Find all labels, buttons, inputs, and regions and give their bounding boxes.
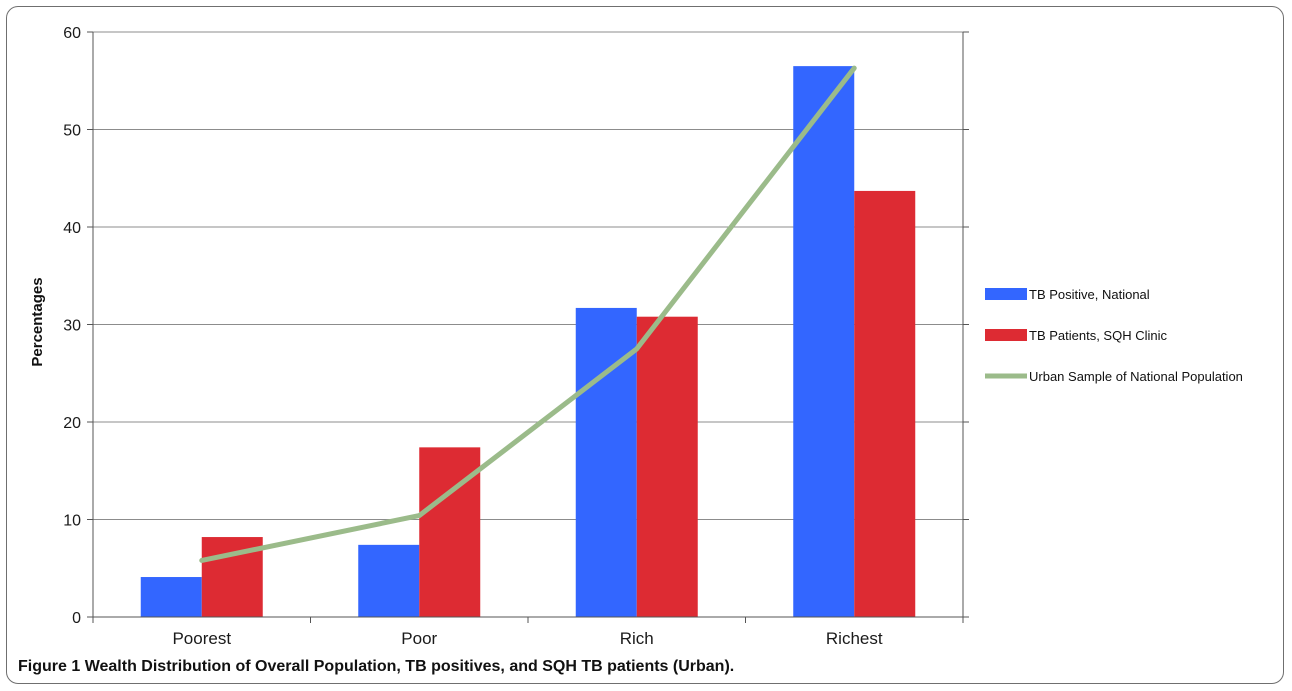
y-tick-label: 40	[63, 220, 81, 237]
bar-richest-tb-patients	[854, 190, 916, 618]
legend-label: TB Positive, National	[1029, 287, 1150, 302]
y-axis-title: Percentages	[29, 277, 46, 366]
x-tick-label: Poorest	[172, 629, 231, 648]
legend-swatch	[985, 288, 1027, 300]
line-urban-sample	[199, 65, 857, 563]
legend-swatch	[985, 329, 1027, 341]
y-tick-label: 10	[63, 513, 81, 530]
figure-label: Figure 1	[18, 658, 81, 675]
axes	[87, 31, 969, 623]
y-tick-label: 0	[72, 610, 81, 627]
figure-caption-text: Wealth Distribution of Overall Populatio…	[84, 658, 735, 675]
legend-label: TB Patients, SQH Clinic	[1029, 328, 1167, 343]
bar-poorest-tb-positive	[140, 577, 202, 617]
y-tick-label: 20	[63, 415, 81, 432]
bars	[140, 66, 916, 618]
line-series	[199, 65, 857, 563]
x-tick-label: Poor	[401, 629, 437, 648]
legend: TB Positive, National TB Patients, SQH Cl…	[985, 287, 1243, 384]
y-tick-label: 50	[63, 123, 81, 140]
y-tick-labels: 0 10 20 30 40 50 60	[63, 25, 81, 627]
y-tick-label: 60	[63, 25, 81, 42]
bar-richest-tb-positive	[793, 66, 855, 617]
bar-rich-tb-patients	[636, 316, 698, 617]
figure-caption: Figure 1 Wealth Distribution of Overall …	[18, 658, 734, 676]
bar-poor-tb-positive	[358, 544, 420, 617]
x-tick-label: Rich	[620, 629, 654, 648]
x-tick-labels: Poorest Poor Rich Richest	[172, 629, 882, 648]
x-tick-label: Richest	[826, 629, 883, 648]
legend-label: Urban Sample of National Population	[1029, 369, 1243, 384]
y-tick-label: 30	[63, 318, 81, 335]
